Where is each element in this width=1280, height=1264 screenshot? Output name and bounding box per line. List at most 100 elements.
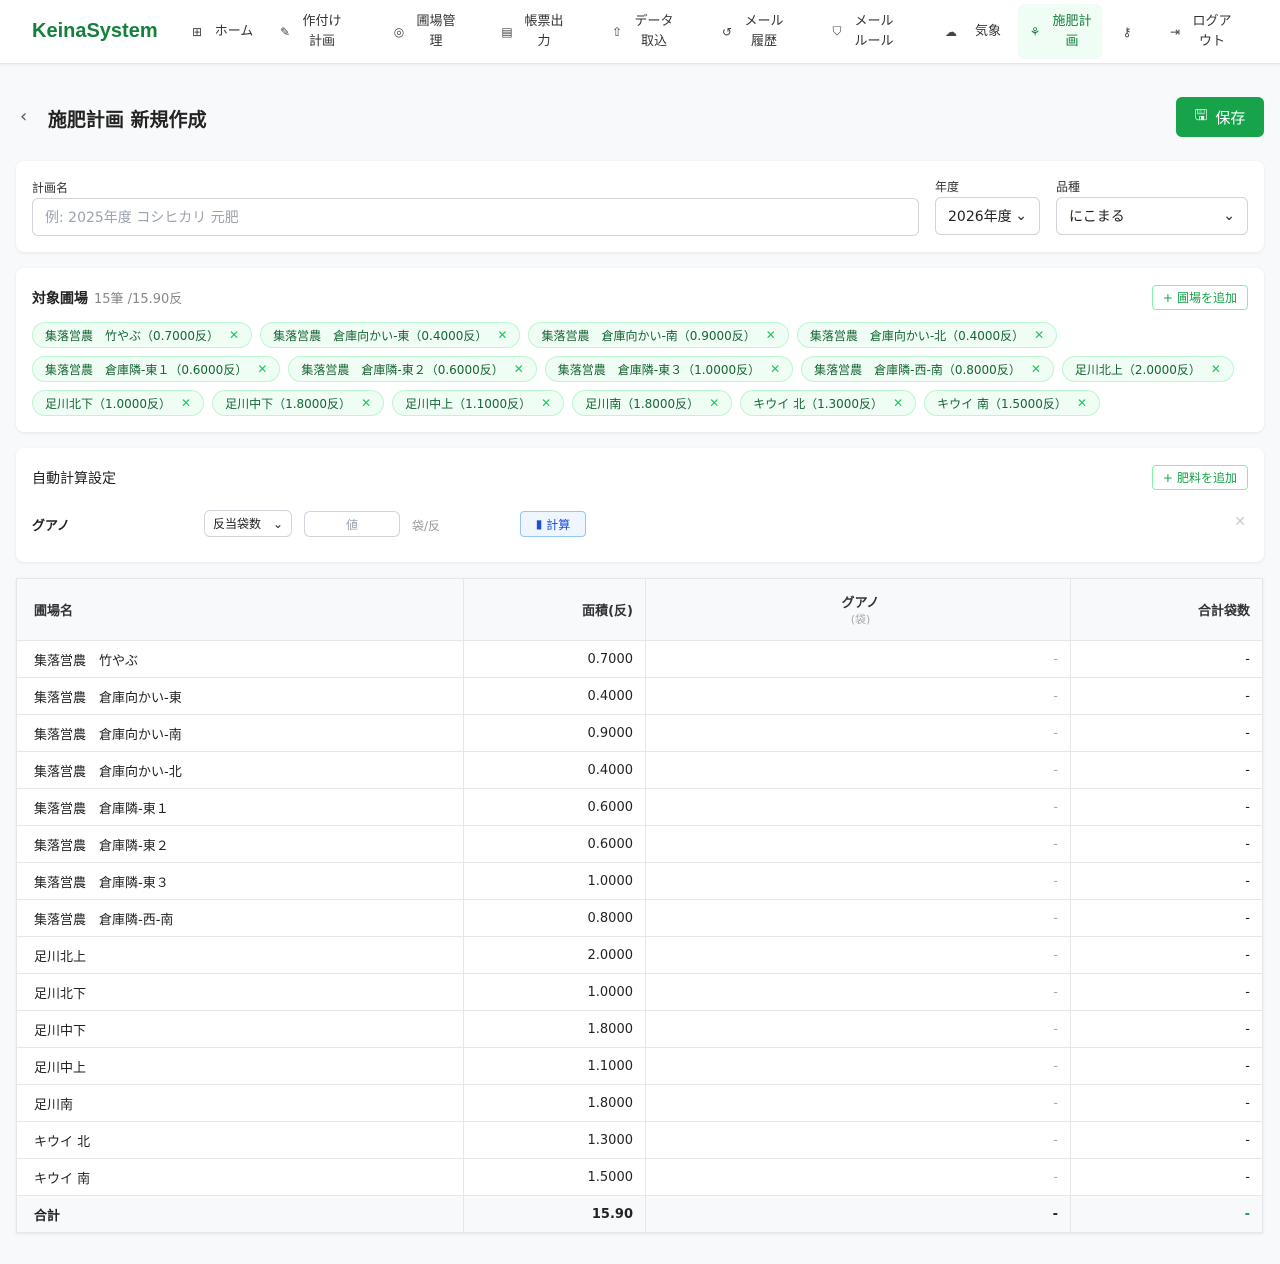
remove-chip-icon[interactable]: ✕ — [541, 396, 552, 410]
remove-chip-icon[interactable]: ✕ — [1034, 328, 1045, 342]
nav-item-3[interactable]: ▤ 帳票出力 — [501, 13, 564, 49]
plan-name-label: 計画名 — [32, 181, 69, 195]
total-bags-cell: - — [1070, 1121, 1263, 1159]
fertilizer-cell: - — [645, 1195, 1071, 1233]
remove-chip-icon[interactable]: ✕ — [770, 362, 781, 376]
fertilizer-cell: - — [645, 862, 1071, 900]
col-fertilizer: グアノ (袋) — [645, 578, 1071, 641]
fertilizer-cell: - — [645, 973, 1071, 1011]
remove-chip-icon[interactable]: ✕ — [709, 396, 720, 410]
area-cell: 0.6000 — [463, 788, 646, 826]
nav-item-0[interactable]: ⊞ ホーム — [191, 23, 254, 39]
unit-label: 袋/反 — [412, 519, 441, 533]
area-cell: 0.6000 — [463, 825, 646, 863]
field-chip: 足川中下（1.8000反） ✕ — [212, 390, 385, 416]
fertilizer-cell: - — [645, 1010, 1071, 1048]
calc-mode-select[interactable]: 反当袋数 ⌄ — [204, 510, 292, 537]
year-select[interactable]: 2026年度 ⌄ — [935, 197, 1040, 235]
save-icon: 🖫 — [1194, 105, 1208, 124]
remove-chip-icon[interactable]: ✕ — [1030, 362, 1041, 376]
table-row: キウイ 北 1.3000 - - — [16, 1121, 1263, 1159]
remove-fertilizer-icon[interactable]: ✕ — [1234, 514, 1246, 530]
table-row: 足川北上 2.0000 - - — [16, 936, 1263, 974]
nav-item-5[interactable]: ↺ メール履歴 — [721, 13, 784, 49]
fertilizer-cell: - — [645, 640, 1071, 678]
field-chip: キウイ 南（1.5000反） ✕ — [924, 390, 1100, 416]
remove-chip-icon[interactable]: ✕ — [361, 396, 372, 410]
table-row: 集落営農 竹やぶ 0.7000 - - — [16, 640, 1263, 678]
field-chips: 集落営農 竹やぶ（0.7000反） ✕ 集落営農 倉庫向かい-東（0.4000反） ✕… — [32, 322, 1252, 416]
plus-icon: + — [1162, 470, 1173, 485]
field-chip: 足川北下（1.0000反） ✕ — [32, 390, 205, 416]
field-chip: 集落営農 倉庫隣-東１（0.6000反） ✕ — [32, 356, 281, 382]
auto-calc-card: 自動計算設定 + 肥料を追加 グアノ 反当袋数 ⌄ 値 袋/反 ▮ 計算 ✕ — [16, 448, 1264, 562]
col-area: 面積(反) — [463, 578, 646, 641]
plus-icon: + — [1162, 290, 1173, 305]
shield-icon: ⛉ — [832, 24, 842, 38]
remove-chip-icon[interactable]: ✕ — [765, 328, 776, 342]
back-icon[interactable]: ‹ — [20, 106, 28, 127]
plan-form-card: 計画名 例: 2025年度 コシヒカリ 元肥 年度 2026年度 ⌄ 品種 にこま… — [16, 161, 1264, 252]
plan-name-input[interactable]: 例: 2025年度 コシヒカリ 元肥 — [32, 198, 919, 236]
remove-chip-icon[interactable]: ✕ — [1076, 396, 1087, 410]
nav-item-7[interactable]: ☁ 気象 — [945, 23, 1001, 39]
table-row: 集落営農 倉庫向かい-南 0.9000 - - — [16, 714, 1263, 752]
area-cell: 0.9000 — [463, 714, 646, 752]
field-name-cell: 集落営農 倉庫向かい-東 — [16, 677, 464, 715]
fertilizer-cell: - — [645, 714, 1071, 752]
fertilizer-cell: - — [645, 899, 1071, 937]
table-row: 集落営農 倉庫隣-東２ 0.6000 - - — [16, 825, 1263, 863]
nav-item-6[interactable]: ⛉ メールルール — [820, 4, 904, 59]
field-chip: 集落営農 倉庫隣-東２（0.6000反） ✕ — [288, 356, 537, 382]
variety-select[interactable]: にこまる ⌄ — [1056, 197, 1248, 235]
area-cell: 0.4000 — [463, 751, 646, 789]
fertilizer-cell: - — [645, 1121, 1071, 1159]
fertilizer-cell: - — [645, 1158, 1071, 1196]
area-cell: 2.0000 — [463, 936, 646, 974]
field-chip: 集落営農 竹やぶ（0.7000反） ✕ — [32, 322, 253, 348]
field-name-cell: 集落営農 倉庫隣-東１ — [16, 788, 464, 826]
save-button[interactable]: 🖫 保存 — [1176, 97, 1264, 137]
nav-item-2[interactable]: ◎ 圃場管理 — [393, 13, 456, 49]
field-name-cell: キウイ 南 — [16, 1158, 464, 1196]
cloud-icon: ☁ — [945, 24, 957, 39]
upload-icon: ⇧ — [611, 24, 623, 39]
field-chip: 集落営農 倉庫隣-西-南（0.8000反） ✕ — [801, 356, 1054, 382]
remove-chip-icon[interactable]: ✕ — [497, 328, 508, 342]
field-name-cell: 足川中下 — [16, 1010, 464, 1048]
calculate-button[interactable]: ▮ 計算 — [520, 511, 586, 537]
fertilizer-cell: - — [645, 1084, 1071, 1122]
calc-value-input[interactable]: 値 — [304, 511, 400, 537]
remove-chip-icon[interactable]: ✕ — [1210, 362, 1221, 376]
field-chip: 集落営農 倉庫向かい-東（0.4000反） ✕ — [260, 322, 521, 348]
fertilizer-cell: - — [645, 1047, 1071, 1085]
history-icon: ↺ — [721, 24, 733, 39]
field-chip: 足川中上（1.1000反） ✕ — [392, 390, 565, 416]
remove-chip-icon[interactable]: ✕ — [893, 396, 904, 410]
nav-item-4[interactable]: ⇧ データ取込 — [611, 13, 674, 49]
remove-chip-icon[interactable]: ✕ — [229, 328, 240, 342]
chevron-down-icon: ⌄ — [1015, 208, 1027, 224]
field-name-cell: キウイ 北 — [16, 1121, 464, 1159]
table-row: 足川中上 1.1000 - - — [16, 1047, 1263, 1085]
nav-item-9[interactable]: ⚷ — [1110, 4, 1144, 59]
remove-chip-icon[interactable]: ✕ — [181, 396, 192, 410]
col-total-bags: 合計袋数 — [1070, 578, 1263, 641]
remove-chip-icon[interactable]: ✕ — [513, 362, 524, 376]
logo[interactable]: KeinaSystem — [32, 20, 158, 42]
add-field-button[interactable]: + 圃場を追加 — [1151, 285, 1248, 310]
total-bags-cell: - — [1070, 973, 1263, 1011]
fertilizer-cell: - — [645, 825, 1071, 863]
grid-icon: ⊞ — [191, 24, 203, 39]
allocation-table: 圃場名 面積(反) グアノ (袋) 合計袋数 集落営農 竹やぶ 0.7000 - … — [16, 578, 1263, 1233]
fields-summary: 15筆 /15.90反 — [94, 292, 183, 307]
field-chip: キウイ 北（1.3000反） ✕ — [740, 390, 917, 416]
nav-item-8[interactable]: ⚘ 施肥計画 — [1018, 4, 1102, 59]
add-fertilizer-button[interactable]: + 肥料を追加 — [1151, 465, 1248, 490]
field-name-cell: 集落営農 倉庫隣-東３ — [16, 862, 464, 900]
remove-chip-icon[interactable]: ✕ — [257, 362, 268, 376]
area-cell: 1.0000 — [463, 862, 646, 900]
nav-item-1[interactable]: ✎ 作付け計画 — [279, 13, 342, 49]
nav-item-10[interactable]: ⇥ ログアウト — [1169, 13, 1232, 49]
table-row: キウイ 南 1.5000 - - — [16, 1158, 1263, 1196]
